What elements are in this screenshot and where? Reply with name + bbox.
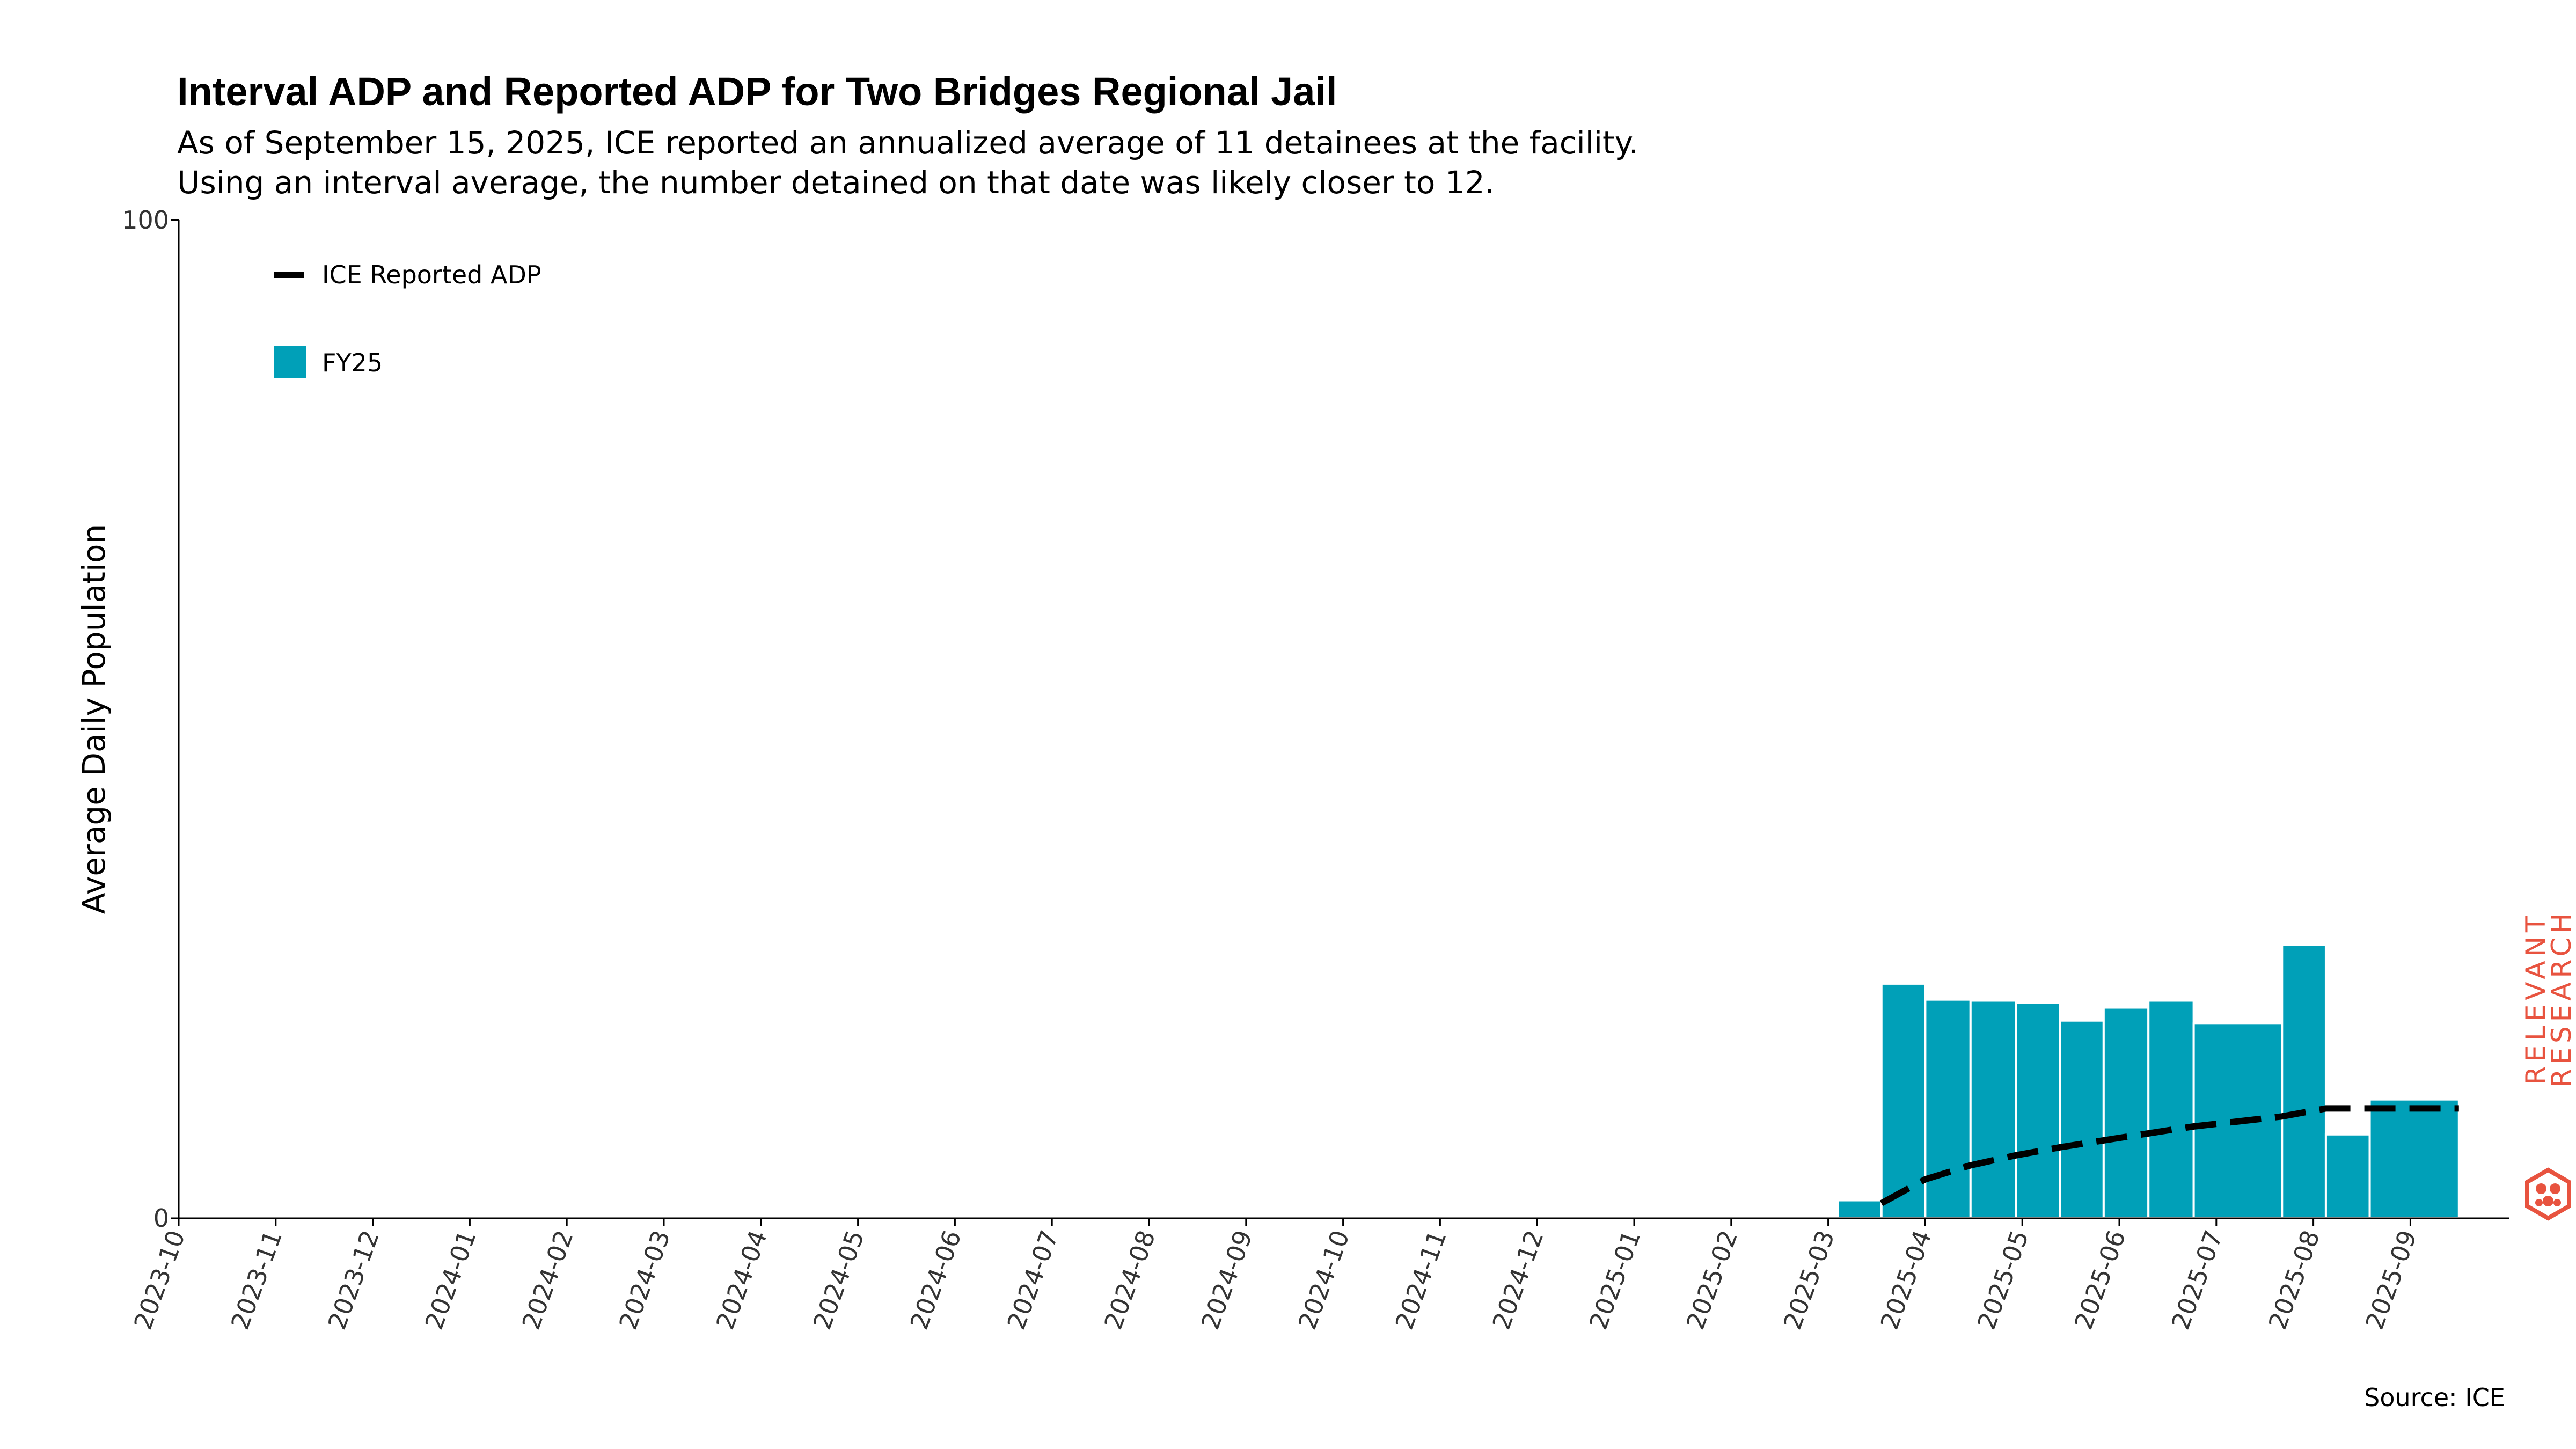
bar-fy25-10 bbox=[2281, 943, 2327, 1219]
source-note: Source: ICE bbox=[2364, 1383, 2505, 1412]
y-axis-label: Average Daily Population bbox=[76, 524, 112, 914]
x-tick-label-2025-08: 2025-08 bbox=[2263, 1226, 2325, 1333]
relevant-research-logo: RELEVANT RESEARCH bbox=[2520, 909, 2576, 1221]
bar-fy25-8 bbox=[2147, 999, 2195, 1220]
bar-fy25-5 bbox=[2015, 1001, 2061, 1219]
bar-fy25-2 bbox=[1880, 982, 1927, 1220]
legend-swatch-fy25 bbox=[274, 346, 306, 378]
bar-fy25-7 bbox=[2102, 1006, 2150, 1220]
x-tick-label-2024-02: 2024-02 bbox=[516, 1226, 579, 1333]
legend-label-fy25: FY25 bbox=[322, 348, 383, 377]
y-ticks: 0 100 bbox=[122, 206, 179, 1233]
x-tick-label-2024-03: 2024-03 bbox=[613, 1226, 676, 1333]
y-tick-label-0: 0 bbox=[153, 1204, 169, 1233]
x-tick-label-2025-07: 2025-07 bbox=[2166, 1226, 2228, 1333]
x-tick-label-2024-07: 2024-07 bbox=[1001, 1226, 1064, 1333]
y-tick-label-100: 100 bbox=[122, 206, 169, 235]
chart-subtitle-line-2: Using an interval average, the number de… bbox=[177, 164, 1495, 201]
legend: ICE Reported ADP FY25 bbox=[274, 260, 541, 378]
x-tick-label-2025-05: 2025-05 bbox=[1972, 1226, 2034, 1333]
x-tick-label-2024-12: 2024-12 bbox=[1487, 1226, 1549, 1333]
x-tick-label-2024-06: 2024-06 bbox=[904, 1226, 967, 1333]
x-tick-label-2024-01: 2024-01 bbox=[419, 1226, 481, 1333]
logo-hexagon-icon bbox=[2525, 1167, 2571, 1221]
logo-text-line-2: RESEARCH bbox=[2546, 909, 2576, 1088]
chart-title: Interval ADP and Reported ADP for Two Br… bbox=[177, 69, 1337, 114]
line-ice-reported-adp bbox=[1879, 1105, 2459, 1206]
legend-label-ice-reported-adp: ICE Reported ADP bbox=[322, 260, 541, 289]
x-tick-label-2025-02: 2025-02 bbox=[1681, 1226, 1743, 1333]
x-tick-label-2025-06: 2025-06 bbox=[2069, 1226, 2131, 1333]
bar-fy25-4 bbox=[1969, 999, 2017, 1220]
line-layer bbox=[1879, 1105, 2459, 1206]
bar-fy25-1 bbox=[1836, 1199, 1883, 1220]
x-tick-label-2023-12: 2023-12 bbox=[322, 1226, 384, 1333]
x-ticks: 2023-10 2023-11 2023-12 2024-01 2024-02 2024-… bbox=[128, 1218, 2423, 1333]
x-tick-label-2023-11: 2023-11 bbox=[225, 1226, 288, 1333]
bar-fy25-6 bbox=[2059, 1019, 2105, 1219]
bars-layer bbox=[1836, 943, 2460, 1220]
chart-subtitle-line-1: As of September 15, 2025, ICE reported a… bbox=[177, 125, 1639, 161]
x-tick-label-2024-04: 2024-04 bbox=[711, 1226, 773, 1333]
bar-fy25-12 bbox=[2368, 1098, 2460, 1219]
x-tick-label-2025-01: 2025-01 bbox=[1584, 1226, 1646, 1333]
logo-text-line-1: RELEVANT bbox=[2520, 912, 2551, 1085]
bar-fy25-11 bbox=[2324, 1133, 2371, 1220]
x-tick-label-2023-10: 2023-10 bbox=[128, 1226, 191, 1333]
x-tick-label-2024-09: 2024-09 bbox=[1196, 1226, 1258, 1333]
x-tick-label-2025-09: 2025-09 bbox=[2360, 1226, 2422, 1333]
x-tick-label-2024-08: 2024-08 bbox=[1099, 1226, 1161, 1333]
x-tick-label-2024-11: 2024-11 bbox=[1389, 1226, 1452, 1333]
x-tick-label-2025-04: 2025-04 bbox=[1875, 1226, 1937, 1333]
x-tick-label-2025-03: 2025-03 bbox=[1777, 1226, 1840, 1333]
bar-fy25-3 bbox=[1924, 998, 1972, 1220]
x-tick-label-2024-10: 2024-10 bbox=[1292, 1226, 1355, 1333]
x-tick-label-2024-05: 2024-05 bbox=[807, 1226, 869, 1333]
